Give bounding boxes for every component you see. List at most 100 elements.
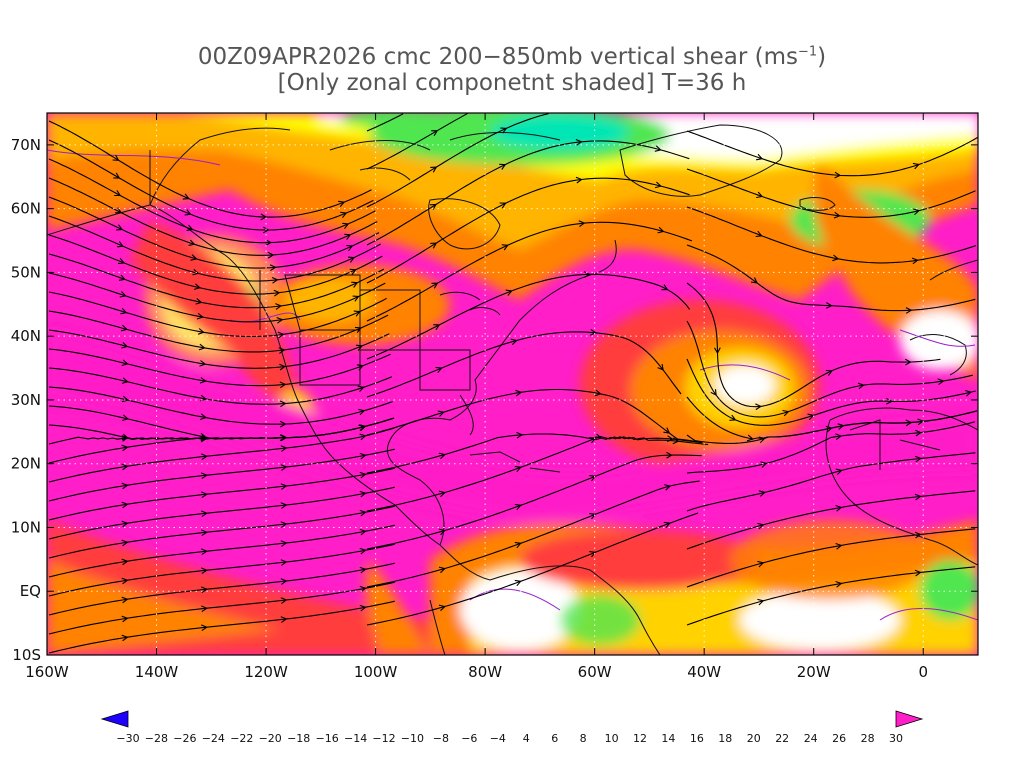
streamline bbox=[686, 282, 941, 408]
boundaries bbox=[47, 149, 978, 621]
streamline-arrow bbox=[359, 547, 367, 555]
streamline bbox=[366, 113, 468, 170]
streamline-arrow bbox=[438, 528, 446, 536]
streamline-arrow bbox=[121, 577, 129, 585]
streamline bbox=[48, 386, 393, 425]
streamline-arrow bbox=[200, 413, 208, 421]
streamline-arrow bbox=[280, 445, 288, 452]
colorbar-label: −30 bbox=[116, 732, 139, 745]
colorbar-label: 14 bbox=[661, 732, 675, 745]
streamlines bbox=[48, 113, 978, 654]
streamline bbox=[48, 177, 378, 256]
streamline-arrow bbox=[200, 548, 208, 556]
streamline-arrow bbox=[120, 307, 128, 315]
streamline-arrow bbox=[431, 282, 439, 289]
streamline-arrow bbox=[835, 580, 843, 588]
streamline bbox=[48, 543, 395, 597]
streamline-arrow bbox=[431, 130, 439, 137]
streamline-arrow bbox=[514, 579, 522, 587]
streamline-arrow bbox=[359, 566, 367, 574]
streamline-arrow bbox=[663, 521, 671, 529]
streamline bbox=[686, 421, 975, 474]
lon-tick-labels: 160W 140W 120W 100W 80W 60W 40W 20W 0 bbox=[25, 663, 928, 681]
streamline-arrow bbox=[359, 585, 367, 593]
lat-tick-label: 10N bbox=[11, 518, 41, 536]
streamline bbox=[48, 158, 376, 244]
colorbar-label: −4 bbox=[490, 732, 506, 745]
streamline-arrow bbox=[121, 520, 129, 528]
colorbar-label: 12 bbox=[633, 732, 647, 745]
streamline-arrow bbox=[182, 193, 190, 200]
colorbar: −30 −28 −26 −24 −22 −20 −18 −16 −14 −12 −10 −8 −6 −4 4… bbox=[100, 710, 924, 745]
streamline-arrow bbox=[199, 360, 207, 367]
streamline-arrow bbox=[666, 435, 674, 443]
colorbar-label: 24 bbox=[804, 732, 818, 745]
streamline-arrow bbox=[115, 207, 123, 214]
streamline-arrow bbox=[438, 566, 446, 574]
streamline-arrow bbox=[500, 127, 508, 134]
streamline bbox=[686, 206, 977, 264]
colorbar-label: 18 bbox=[718, 732, 732, 745]
streamline-arrow bbox=[200, 491, 208, 499]
colorbar-label: −10 bbox=[401, 732, 424, 745]
streamline-arrow bbox=[595, 433, 603, 441]
streamline-arrow bbox=[352, 295, 360, 302]
streamline-arrow bbox=[121, 596, 129, 604]
lon-tick-label: 0 bbox=[918, 663, 928, 681]
streamline-arrow bbox=[200, 586, 208, 594]
streamline-arrow bbox=[964, 389, 973, 397]
streamline-arrow bbox=[589, 475, 597, 482]
shaded-field bbox=[47, 113, 978, 655]
colorbar-label: −26 bbox=[173, 732, 196, 745]
streamline-arrow bbox=[114, 190, 122, 197]
streamline-arrow bbox=[834, 171, 842, 179]
streamline-arrow bbox=[279, 363, 287, 371]
streamline-arrow bbox=[200, 453, 208, 461]
streamline bbox=[366, 512, 699, 626]
streamline bbox=[48, 234, 383, 295]
streamline-arrow bbox=[198, 343, 206, 351]
streamline-arrow bbox=[200, 472, 208, 480]
streamline-arrow bbox=[657, 363, 664, 371]
streamline-arrow bbox=[200, 567, 208, 575]
lon-tick-label: 100W bbox=[354, 663, 398, 681]
streamline-arrow bbox=[342, 222, 350, 229]
streamline-arrow bbox=[278, 347, 286, 354]
streamline-arrow bbox=[835, 504, 843, 512]
streamline-arrow bbox=[514, 541, 522, 549]
streamline-arrow bbox=[121, 359, 129, 367]
streamline-arrow bbox=[359, 509, 367, 517]
streamline-arrow bbox=[663, 427, 671, 434]
streamline-arrow bbox=[193, 283, 202, 290]
streamline-arrow bbox=[912, 162, 920, 170]
streamline-arrow bbox=[262, 226, 270, 234]
streamline-arrow bbox=[197, 328, 205, 335]
lon-tick-label: 40W bbox=[687, 663, 721, 681]
streamline-arrow bbox=[117, 257, 126, 265]
streamline-arrow bbox=[200, 510, 208, 518]
streamline-arrow bbox=[280, 559, 288, 566]
streamline-arrow bbox=[915, 429, 922, 437]
streamline-arrow bbox=[654, 181, 663, 189]
lat-tick-label: 20N bbox=[11, 455, 41, 473]
colorbar-label: 20 bbox=[747, 732, 761, 745]
streamline-arrow bbox=[116, 224, 124, 231]
streamline bbox=[48, 310, 389, 353]
streamline-arrow bbox=[499, 202, 507, 209]
streamline-arrow bbox=[359, 604, 367, 612]
colorbar-label: −6 bbox=[461, 732, 477, 745]
streamline-arrow bbox=[359, 433, 367, 441]
streamline-arrow bbox=[589, 513, 597, 520]
streamline-arrow bbox=[121, 395, 129, 403]
streamline bbox=[366, 221, 693, 322]
streamline-arrow bbox=[359, 528, 367, 536]
streamline-arrow bbox=[271, 276, 279, 284]
streamline-arrow bbox=[837, 423, 845, 430]
streamline-arrow bbox=[358, 408, 366, 416]
streamline bbox=[366, 331, 682, 398]
streamline-arrow bbox=[200, 624, 208, 632]
streamline bbox=[48, 291, 387, 338]
streamline-arrow bbox=[121, 463, 129, 471]
streamline bbox=[686, 130, 978, 177]
streamline bbox=[48, 120, 372, 218]
